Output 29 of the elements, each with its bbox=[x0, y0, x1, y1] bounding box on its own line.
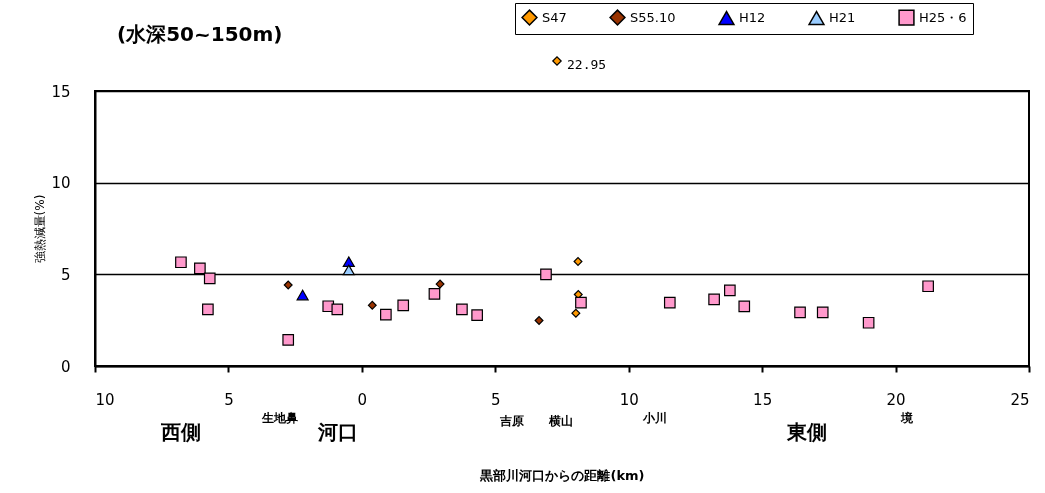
x-tick-label: 0 bbox=[357, 390, 368, 409]
text: 境 bbox=[900, 411, 914, 425]
legend-label: S47 bbox=[542, 9, 567, 25]
text: 22.95 bbox=[567, 57, 607, 72]
legend-label: H12 bbox=[739, 10, 766, 26]
legend-label: H21 bbox=[829, 10, 856, 26]
x-tick-label: 25 bbox=[1010, 390, 1030, 409]
y-tick-label: 0 bbox=[60, 357, 71, 376]
text: 生地鼻 bbox=[261, 411, 298, 425]
text: 東側 bbox=[786, 420, 827, 444]
y-tick-label: 15 bbox=[51, 82, 71, 101]
text: 河口 bbox=[317, 420, 358, 444]
y-axis-title: 強熱減量(%) bbox=[33, 194, 48, 264]
x-tick-label: 10 bbox=[619, 390, 639, 409]
text: 横山 bbox=[548, 414, 573, 428]
chart-title: (水深50~150m) bbox=[117, 22, 283, 46]
x-tick-label: 20 bbox=[886, 390, 906, 409]
x-tick-label: 5 bbox=[224, 390, 234, 409]
y-tick-label: 10 bbox=[51, 174, 71, 193]
text: 吉原 bbox=[499, 414, 524, 428]
x-axis-title: 黒部川河口からの距離(km) bbox=[479, 467, 645, 483]
x-tick-label: 10 bbox=[95, 390, 115, 409]
legend-label: H25・6 bbox=[919, 9, 967, 25]
y-tick-label: 5 bbox=[60, 265, 71, 284]
text: 西側 bbox=[160, 420, 201, 444]
text: 小川 bbox=[642, 411, 667, 425]
x-tick-label: 5 bbox=[491, 390, 501, 409]
legend-label: S55.10 bbox=[630, 9, 676, 25]
x-tick-label: 15 bbox=[753, 390, 773, 409]
